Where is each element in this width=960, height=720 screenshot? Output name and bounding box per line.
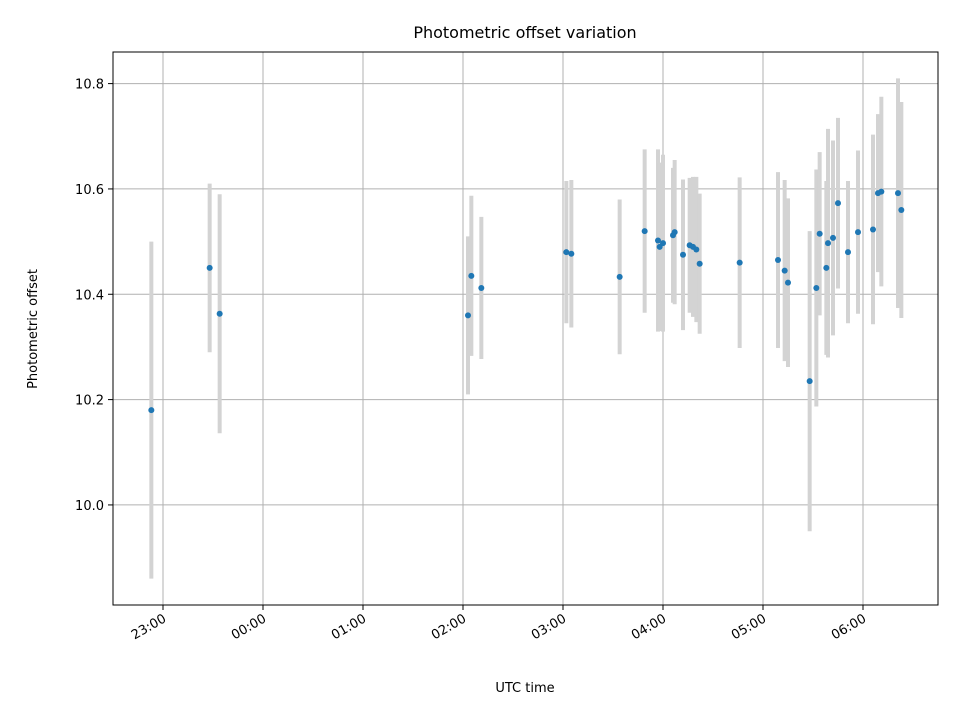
data-point	[671, 229, 678, 236]
data-point	[696, 260, 703, 267]
x-tick-label: 00:00	[229, 611, 269, 643]
data-point	[216, 310, 223, 317]
x-tick-label: 03:00	[529, 611, 569, 643]
y-tick-label: 10.8	[75, 78, 104, 93]
data-point	[660, 240, 666, 247]
data-point	[825, 240, 831, 247]
grid-layer	[113, 52, 938, 605]
x-tick-label: 23:00	[129, 611, 169, 643]
data-point	[468, 272, 475, 279]
tick-layer: 23:00 00:00 01:00 02:00 03:00 04:00 05:00 06:00…	[75, 78, 869, 644]
data-point	[855, 229, 861, 236]
errorbar-layer	[149, 78, 904, 579]
data-point	[816, 230, 823, 237]
data-point	[680, 251, 686, 258]
data-point	[878, 188, 885, 195]
x-axis-label: UTC time	[495, 681, 554, 696]
data-point	[806, 378, 813, 385]
data-point	[823, 264, 830, 271]
x-tick-label: 05:00	[729, 611, 769, 643]
point-layer	[148, 188, 905, 414]
data-point	[641, 228, 648, 235]
data-point	[616, 273, 623, 280]
data-point	[813, 284, 820, 291]
data-point	[693, 246, 700, 253]
data-point	[785, 279, 791, 286]
x-tick-label: 04:00	[629, 611, 669, 643]
data-point	[563, 249, 570, 256]
data-point	[845, 249, 851, 256]
y-tick-label: 10.6	[75, 183, 104, 198]
data-point	[870, 226, 876, 233]
data-point	[736, 259, 743, 266]
x-tick-label: 06:00	[829, 611, 869, 643]
y-tick-label: 10.0	[75, 499, 104, 514]
chart-title: Photometric offset variation	[413, 23, 636, 42]
plot-frame	[112, 51, 939, 606]
data-point	[898, 207, 905, 213]
data-point	[465, 312, 471, 319]
data-point	[835, 200, 841, 207]
x-tick-label: 02:00	[429, 611, 469, 643]
data-point	[655, 237, 661, 244]
data-point	[781, 267, 788, 274]
x-tick-label: 01:00	[329, 611, 369, 643]
y-axis-label: Photometric offset	[26, 269, 41, 389]
data-point	[206, 264, 213, 271]
data-point	[775, 257, 781, 264]
y-tick-label: 10.2	[75, 394, 104, 409]
y-tick-label: 10.4	[75, 288, 104, 303]
data-point	[148, 407, 155, 414]
data-point	[568, 250, 575, 257]
data-point	[830, 234, 836, 241]
data-point	[478, 284, 485, 291]
data-point	[895, 190, 901, 197]
